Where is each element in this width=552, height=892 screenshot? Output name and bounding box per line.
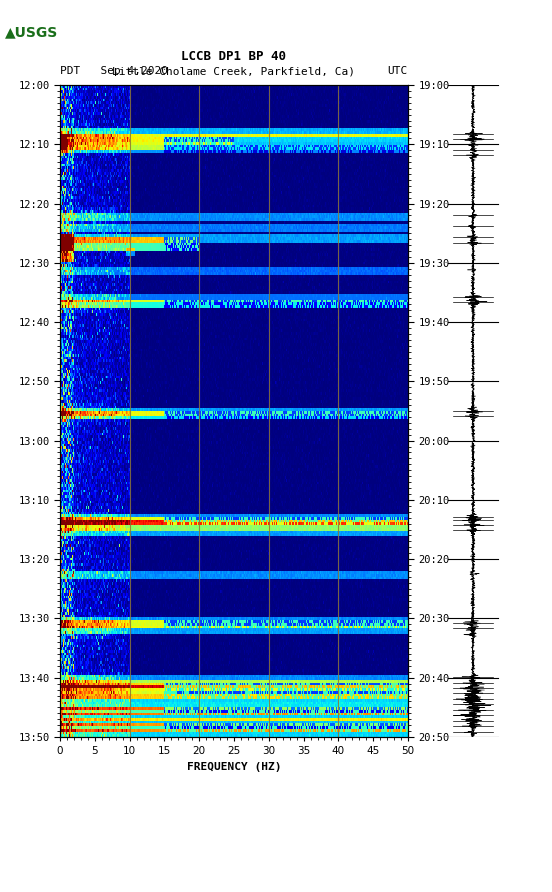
Text: LCCB DP1 BP 40: LCCB DP1 BP 40 [182,50,286,62]
X-axis label: FREQUENCY (HZ): FREQUENCY (HZ) [187,762,282,772]
Text: UTC: UTC [388,66,408,76]
Text: ▲USGS: ▲USGS [5,25,59,39]
Text: PDT   Sep 4,2020: PDT Sep 4,2020 [60,66,168,76]
Text: Little Cholame Creek, Parkfield, Ca): Little Cholame Creek, Parkfield, Ca) [113,66,355,76]
